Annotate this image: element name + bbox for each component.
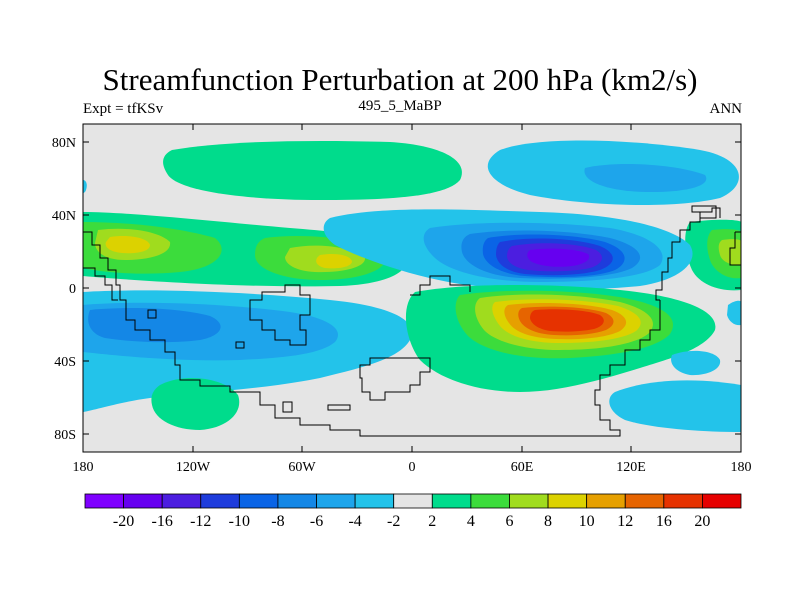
x-tick-marks [82,124,742,452]
contour-neg-east-small [727,300,741,326]
colorbar-label-7: -2 [387,513,400,530]
land-outlines [83,205,741,437]
colorbar-box-3 [200,493,240,509]
y-label-eq: 0 [69,282,76,297]
colorbar-box-13 [586,493,626,509]
x-axis-labels: 180 120W 60W 0 60E 120E 180 [73,460,752,475]
land-south-continent [359,357,431,401]
colorbar-label-13: 12 [617,513,633,530]
contour-neg-south-band-8 [88,308,221,343]
contour-neg-asia-20 [527,248,590,267]
colorbar-box-2 [161,493,202,509]
land-island-a [282,401,293,413]
colorbar-box-12 [547,493,588,509]
colorbar-box-0 [84,493,124,509]
colorbar-label-14: 16 [656,513,672,530]
colorbar-box-15 [663,493,703,509]
land-island-c [147,309,157,319]
colorbar-box-8 [393,493,433,509]
colorbar [84,493,742,509]
land-east-upper [691,205,717,219]
x-label-60e: 60E [511,460,534,475]
colorbar-box-5 [277,493,317,509]
colorbar-label-9: 4 [467,513,475,530]
colorbar-label-5: -6 [310,513,323,530]
land-south-america [249,284,311,346]
colorbar-box-4 [238,493,279,509]
x-label-180e: 180 [731,460,752,475]
y-label-40s: 40S [54,355,76,370]
colorbar-box-7 [354,493,395,509]
x-label-120e: 120E [616,460,646,475]
contour-neg-north-pacific-inner [584,164,707,192]
colorbar-label-6: -4 [348,513,361,530]
y-label-80n: 80N [52,136,76,151]
contour-pos-north-atlantic [163,140,462,200]
land-east-right [729,231,741,266]
colorbar-label-12: 10 [579,513,595,530]
colorbar-label-8: 2 [428,513,436,530]
y-label-80s: 80S [54,428,76,443]
colorbar-box-16 [702,493,742,509]
season-label: ANN [709,101,743,117]
contour-pos-south-patch [151,377,240,430]
contour-neg-southeast [609,380,741,432]
colorbar-label-15: 20 [694,513,710,530]
y-tick-marks [83,141,741,435]
land-africa-europe [410,275,471,296]
colorbar-label-11: 8 [544,513,552,530]
land-east-block [655,207,721,301]
land-americas-north [83,267,118,301]
colorbar-box-6 [316,493,356,509]
x-label-120w: 120W [176,460,211,475]
colorbar-box-14 [624,493,665,509]
colorbar-label-0: -20 [113,513,134,530]
case-label: 495_5_MaBP [358,98,442,114]
colorbar-box-1 [123,493,163,509]
contour-pos-north-band-10 [105,235,150,254]
contour-field [83,124,741,452]
colorbar-label-10: 6 [505,513,513,530]
colorbar-label-1: -16 [152,513,173,530]
land-island-d [235,341,245,349]
colorbar-box-11 [509,493,549,509]
colorbar-box-9 [431,493,472,509]
x-label-0: 0 [409,460,416,475]
x-label-180w: 180 [73,460,94,475]
colorbar-label-3: -10 [229,513,250,530]
colorbar-label-2: -12 [190,513,211,530]
land-americas [83,231,661,437]
colorbar-box-10 [470,493,510,509]
y-axis-labels: 80N 40N 0 40S 80S [52,136,76,443]
contour-pos-north-band-10b [316,253,352,269]
y-label-40n: 40N [52,209,76,224]
colorbar-label-4: -8 [271,513,284,530]
plot-title: Streamfunction Perturbation at 200 hPa (… [102,62,698,97]
x-label-60w: 60W [288,460,316,475]
contour-pos-south-indian-20 [530,309,604,332]
colorbar-labels: -20 -16 -12 -10 -8 -6 -4 -2 2 4 6 8 10 12 16 20 [113,513,710,530]
contour-neg-southeast-small [671,350,721,376]
land-island-b [327,404,351,411]
experiment-label: Expt = tfKSv [83,101,164,117]
contour-neg-west-edge [83,180,87,193]
